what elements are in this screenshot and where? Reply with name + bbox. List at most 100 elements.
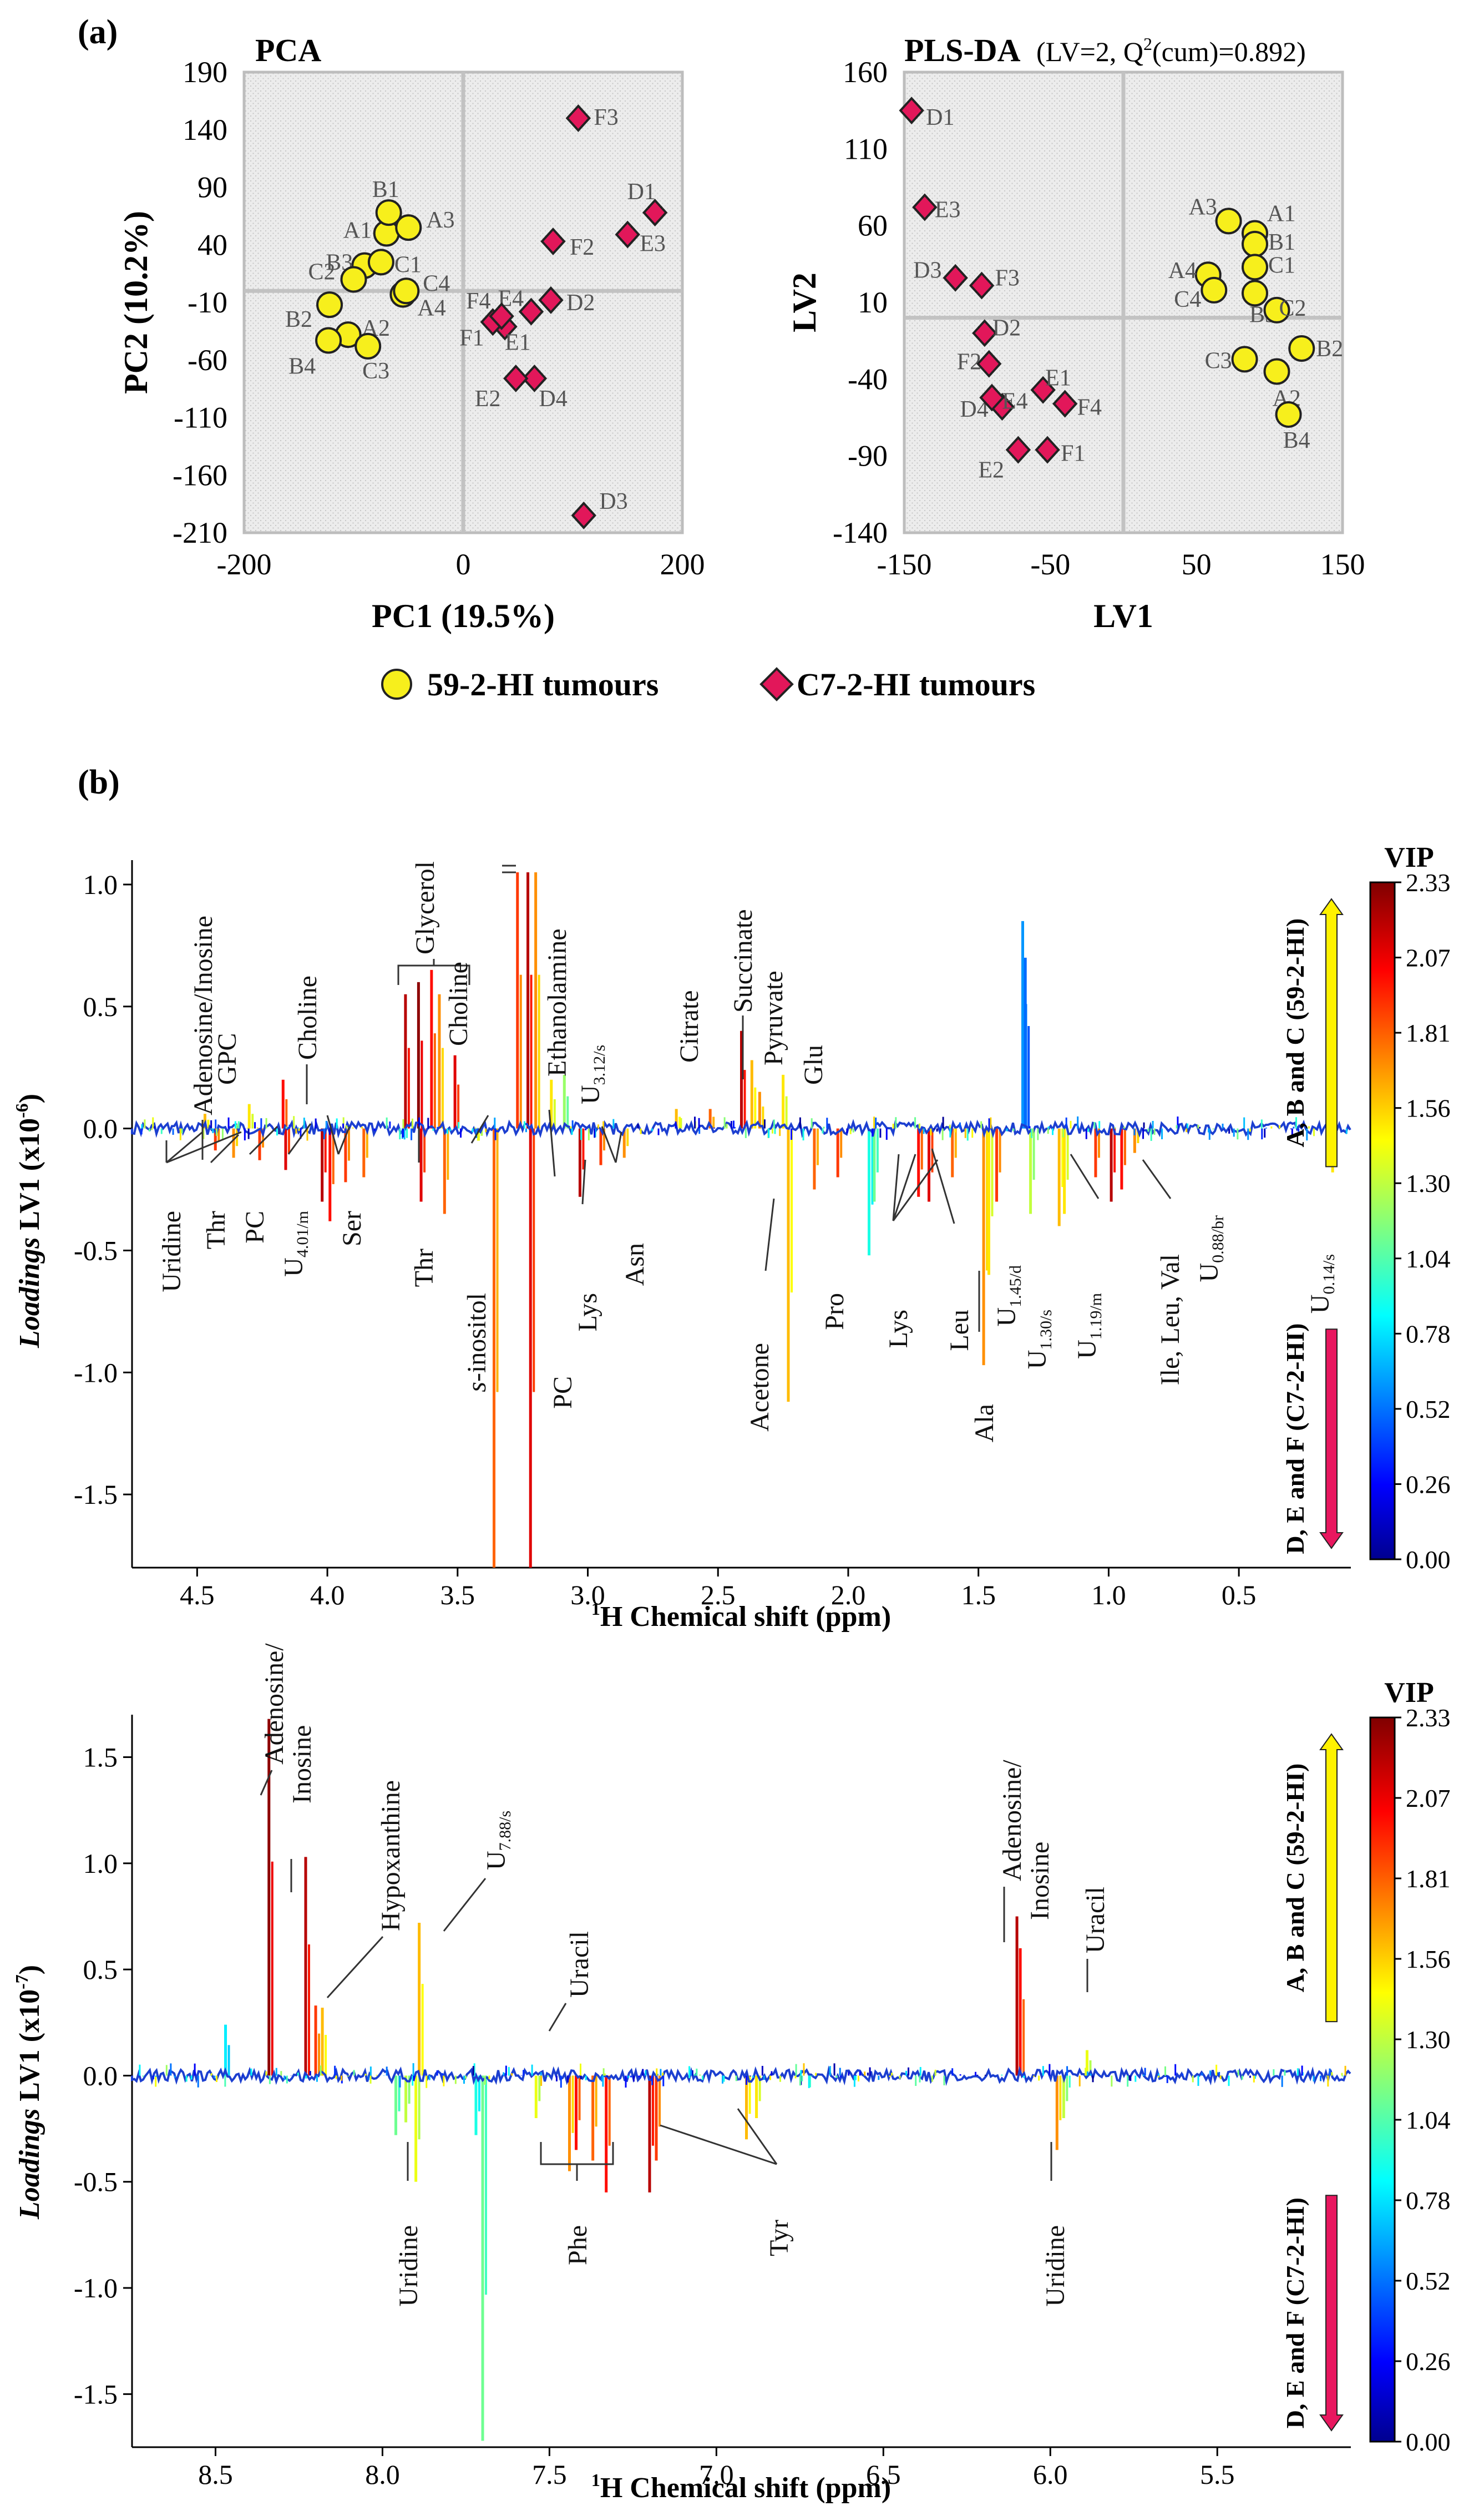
ann-u312: U3.12/s [576,1045,609,1104]
point-label-F4: F4 [466,289,490,314]
ann2-u788: U7.88/s [482,1811,514,1870]
point-label-E4: E4 [1002,389,1028,415]
colorbar-title: VIP [1384,1677,1434,1709]
point-label-C4: C4 [423,271,450,296]
colorbar-tick-label: 1.04 [1406,2106,1451,2134]
x-tick-label: 5.5 [1200,2459,1235,2490]
point-B4 [315,327,342,354]
spec1-peaks [203,872,1338,1568]
colorbar-tick-label: 0.26 [1406,2347,1451,2376]
y-tick-label: 0.5 [83,1954,118,1985]
colorbar-tick-label: 1.81 [1406,1019,1451,1047]
spec2-ylabel-bold: Loadings [14,2109,45,2220]
down-arrow-label: D, E and F (C7-2-HI) [1281,2197,1309,2428]
spec1-xlabel-main: H Chemical shift (ppm) [600,1601,891,1633]
point-C1 [367,249,394,276]
colorbar-tick-label: 0.26 [1406,1470,1451,1498]
point-label-D2: D2 [566,290,595,316]
y-tick-label: 40 [197,228,227,261]
plsda-ylabel: LV2 [786,272,823,332]
colorbar-gradient [1369,881,1396,1560]
colorbar-gradient [1369,1716,1396,2443]
point-E4 [979,383,1005,412]
ann-acetone: Acetone [745,1343,774,1432]
spec1-xlabel-sup: 1 [591,1599,600,1619]
spec1-baseline [131,1119,1351,1139]
x-tick-label: 3.0 [570,1579,605,1610]
ann-glu: Glu [799,1045,828,1085]
point-label-C1: C1 [394,252,422,277]
point-F2 [540,228,566,255]
ann-choline-1: Choline [293,976,322,1060]
ann2-uracil-1: Uracil [565,1931,594,1998]
ann-thr-2: Thr [409,1249,439,1287]
y-tick-label: 0.0 [83,1113,118,1144]
ann-glycerol-bracket [397,959,470,985]
y-tick-label: 90 [197,171,227,204]
spec2-ylabel-sup: -7 [12,1974,32,1989]
ann-thr-1: Thr [201,1211,231,1249]
plsda-chart: PLS-DA (LV=2, Q2(cum)=0.892) LV1 LV2 -15… [786,32,1365,634]
point-label-A3: A3 [426,208,454,233]
ann-u401: U4.01/m [279,1211,312,1277]
point-D3 [571,501,596,529]
ann2-adenosine-inosine-2: Adenosine/Inosine [997,1760,1055,1920]
x-tick-label: 0.5 [1222,1579,1257,1610]
ann2-adenosine-inosine-1-a: Adenosine/ [260,1643,289,1765]
pca-chart: PCA PC1 (19.5%) PC2 (10.2%) -200 0 200 190 1… [118,32,705,634]
point-label-B4: B4 [1283,428,1310,453]
plsda-xlabel: LV1 [1093,598,1153,634]
point-label-C3: C3 [362,358,389,384]
y-tick-label: 1.5 [83,1742,118,1773]
y-tick-label: 10 [858,286,888,319]
ann2-adenosine-inosine-2-a: Adenosine/ [997,1760,1027,1881]
panel-a-label: (a) [78,13,118,51]
point-label-A1: A1 [343,218,372,244]
y-tick-label: 140 [183,113,227,146]
point-label-E2: E2 [978,458,1004,483]
y-tick-label: -210 [173,516,227,549]
colorbar-title: VIP [1384,842,1434,873]
point-label-D2: D2 [992,315,1021,341]
y-tick-label: -1.0 [74,1357,118,1388]
point-C3 [354,332,382,360]
point-label-A4: A4 [1168,258,1197,284]
ann-uridine: Uridine [157,1211,186,1292]
ann-u130: U1.30/s [1022,1310,1055,1369]
point-C4 [1201,276,1228,304]
point-label-B1: B1 [372,177,399,203]
point-B2 [316,291,343,319]
point-label-C2: C2 [308,260,336,285]
spec2-baseline-color [139,2063,1346,2088]
ann2-adenosine-inosine-1-b: Inosine [287,1725,317,1803]
spec2-annotations: Adenosine/Inosine Hypoxanthine U7.88/s U… [260,1643,1110,2307]
x-tick-label: 0 [456,548,471,581]
up-arrow-label: A, B and C (59-2-HI) [1281,1764,1309,1993]
point-label-F1: F1 [459,325,484,351]
pca-title: PCA [255,32,321,68]
point-C4 [393,277,420,305]
spec2-peaks [224,1719,1092,2441]
x-tick-label: 2.0 [831,1579,866,1610]
spec1-xlabel: 1H Chemical shift (ppm) [591,1599,891,1633]
ann-pc-2: PC [548,1376,578,1409]
colorbar-tick-label: 1.30 [1406,2025,1451,2054]
spec1-baseline-color [140,1116,1348,1141]
colorbar-tick-label: 0.52 [1406,1395,1451,1423]
point-D2 [972,319,997,347]
ann-gpc: GPC [212,1033,242,1085]
colorbar-tick-label: 2.07 [1406,944,1451,972]
colorbar-tick-label: 0.00 [1406,1545,1451,1574]
legend-label-c7-2-hi: C7-2-HI tumours [797,666,1035,703]
point-A2 [1263,358,1290,385]
spec1-ylabel-sup: -6 [12,1103,32,1118]
spec2-ylabel: Loadings LV1 (x10-7) [12,1965,45,2220]
point-label-D1: D1 [627,179,656,205]
ann2-u788-sub: 7.88/s [496,1811,514,1851]
ann-u088: U0.88/br [1194,1215,1227,1282]
ann-succinate: Succinate [728,909,758,1013]
point-D1 [899,97,924,125]
ann2-tyr: Tyr [764,2220,794,2256]
point-label-F2: F2 [570,235,594,260]
